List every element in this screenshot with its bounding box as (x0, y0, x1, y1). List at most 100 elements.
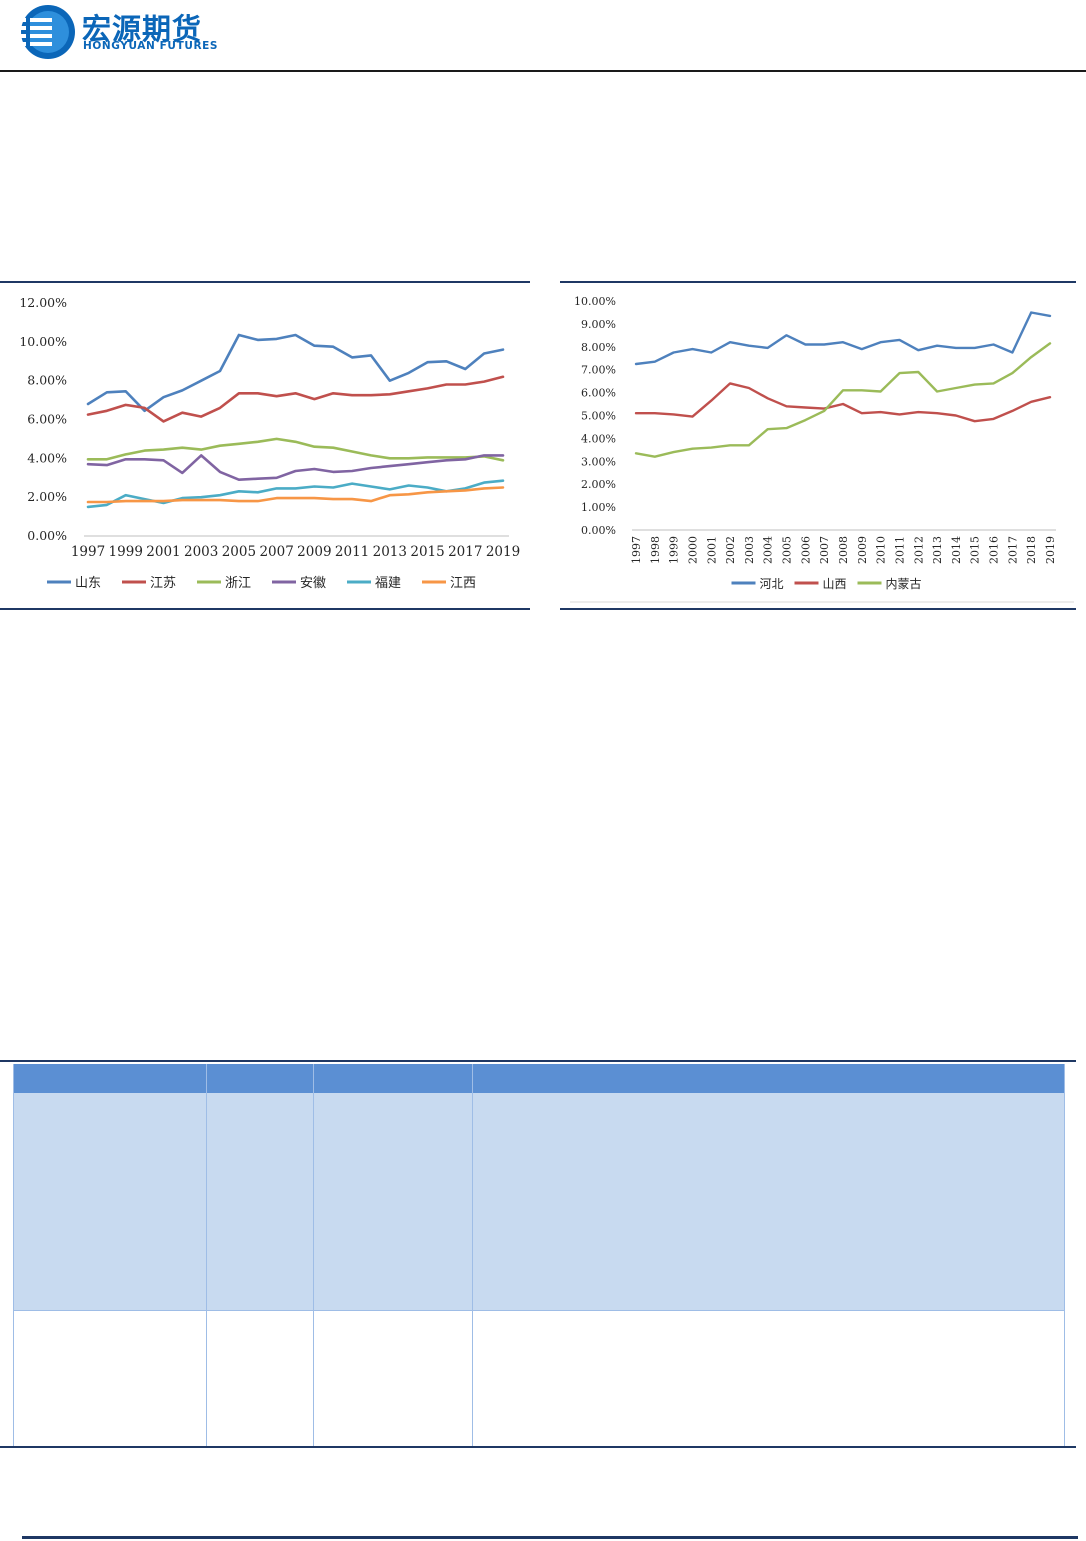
x-tick-label: 2005 (781, 536, 794, 564)
x-tick-label: 1997 (71, 544, 105, 560)
x-tick-label: 2004 (762, 536, 775, 564)
y-tick-label: 10.00% (574, 295, 616, 308)
hongyuan-logo-icon (18, 5, 75, 59)
x-tick-label: 2017 (448, 544, 482, 560)
y-tick-label: 7.00% (581, 364, 616, 377)
x-tick-label: 1998 (649, 536, 662, 564)
chart-left-top-rule (0, 281, 530, 283)
chart-left-bottom-rule (0, 608, 530, 610)
x-tick-label: 2013 (931, 536, 944, 564)
table-cell (472, 1310, 1065, 1447)
y-tick-label: 8.00% (27, 373, 67, 388)
y-tick-label: 6.00% (27, 412, 67, 427)
table-header-cell (472, 1064, 1065, 1093)
x-tick-label: 1999 (668, 536, 681, 564)
y-tick-label: 4.00% (581, 432, 616, 445)
y-tick-label: 0.00% (581, 524, 616, 537)
series-line (86, 454, 505, 481)
chart-panel-right: 0.00% 1.00% 2.00% 3.00% 4.00% 5.00% 6.00% 7.00%… (560, 281, 1076, 611)
x-tick-label: 2007 (259, 544, 293, 560)
y-tick-label: 3.00% (581, 455, 616, 468)
y-tick-label: 8.00% (581, 341, 616, 354)
x-tick-label: 2015 (410, 544, 444, 560)
chart-right-svg: 0.00% 1.00% 2.00% 3.00% 4.00% 5.00% 6.00% 7.00%… (570, 295, 1074, 603)
table-header-cell (313, 1064, 473, 1093)
chart-left-svg: 0.00% 2.00% 4.00% 6.00% 8.00% 10.00% 12.00% 199… (19, 295, 520, 591)
x-tick-label: 2014 (950, 536, 963, 564)
x-tick-label: 2017 (1006, 536, 1019, 564)
legend-label: 安徽 (300, 576, 326, 591)
x-tick-label: 2000 (686, 536, 699, 564)
table-row (13, 1093, 1065, 1311)
table-bottom-rule (0, 1446, 1076, 1448)
table-cell (13, 1093, 207, 1311)
y-tick-label: 10.00% (19, 334, 67, 349)
x-tick-label: 2011 (893, 536, 906, 564)
table-header-row (13, 1064, 1065, 1093)
y-tick-label: 9.00% (581, 318, 616, 331)
data-table (13, 1064, 1065, 1447)
x-tick-label: 2005 (222, 544, 256, 560)
y-tick-label: 12.00% (19, 295, 67, 310)
footer-divider (22, 1536, 1078, 1539)
x-tick-label: 2019 (1044, 536, 1057, 564)
x-tick-label: 2009 (856, 536, 869, 564)
x-tick-label: 2016 (988, 536, 1001, 564)
y-tick-label: 5.00% (581, 410, 616, 423)
table-row (13, 1310, 1065, 1447)
legend-label: 福建 (375, 576, 401, 591)
y-tick-label: 0.00% (27, 528, 67, 543)
legend-label: 浙江 (225, 576, 251, 591)
x-tick-label: 2015 (969, 536, 982, 564)
x-tick-label: 2001 (705, 536, 718, 564)
table-cell (313, 1093, 473, 1311)
legend-label: 江西 (450, 576, 476, 591)
table-cell (313, 1310, 473, 1447)
x-tick-label: 2002 (724, 536, 737, 564)
y-tick-label: 2.00% (581, 478, 616, 491)
legend-label: 河北 (760, 577, 784, 591)
x-tick-label: 2010 (875, 536, 888, 564)
y-tick-label: 6.00% (581, 387, 616, 400)
x-tick-label: 2003 (184, 544, 218, 560)
y-tick-label: 2.00% (27, 489, 67, 504)
series-line (86, 437, 505, 462)
page-header: 宏源期货 HONGYUAN FUTURES (0, 0, 1086, 72)
brand-name-cn: 宏源期货 (82, 12, 203, 46)
y-tick-label: 1.00% (581, 501, 616, 514)
legend-label: 山西 (823, 577, 847, 591)
x-tick-label: 2013 (373, 544, 407, 560)
x-tick-label: 2003 (743, 536, 756, 564)
x-tick-label: 2012 (912, 536, 925, 564)
x-tick-label: 2006 (799, 536, 812, 564)
brand-name-en: HONGYUAN FUTURES (83, 40, 219, 52)
chart-panel-left: 0.00% 2.00% 4.00% 6.00% 8.00% 10.00% 12.00% 199… (0, 281, 530, 611)
table-top-rule (0, 1060, 1076, 1062)
chart-right-bottom-rule (560, 608, 1076, 610)
table-cell (13, 1310, 207, 1447)
series-line (634, 311, 1052, 366)
table-cell (472, 1093, 1065, 1311)
header-divider (0, 70, 1086, 72)
series-line (634, 342, 1052, 458)
x-tick-label: 1997 (630, 536, 643, 564)
table-cell (206, 1310, 314, 1447)
x-tick-label: 2009 (297, 544, 331, 560)
table-header-cell (206, 1064, 314, 1093)
chart-right-top-rule (560, 281, 1076, 283)
series-line (86, 479, 505, 509)
x-tick-label: 2018 (1025, 536, 1038, 564)
x-tick-label: 2008 (837, 536, 850, 564)
x-tick-label: 2019 (486, 544, 520, 560)
x-tick-label: 1999 (109, 544, 143, 560)
x-tick-label: 2001 (146, 544, 180, 560)
series-line (86, 486, 505, 504)
x-tick-label: 2011 (335, 544, 369, 560)
legend-label: 江苏 (150, 575, 176, 591)
series-line (86, 375, 505, 423)
legend-label: 山东 (75, 576, 101, 591)
x-tick-label: 2007 (818, 536, 831, 564)
table-header-cell (13, 1064, 207, 1093)
series-line (634, 382, 1052, 423)
series-line (86, 333, 505, 413)
